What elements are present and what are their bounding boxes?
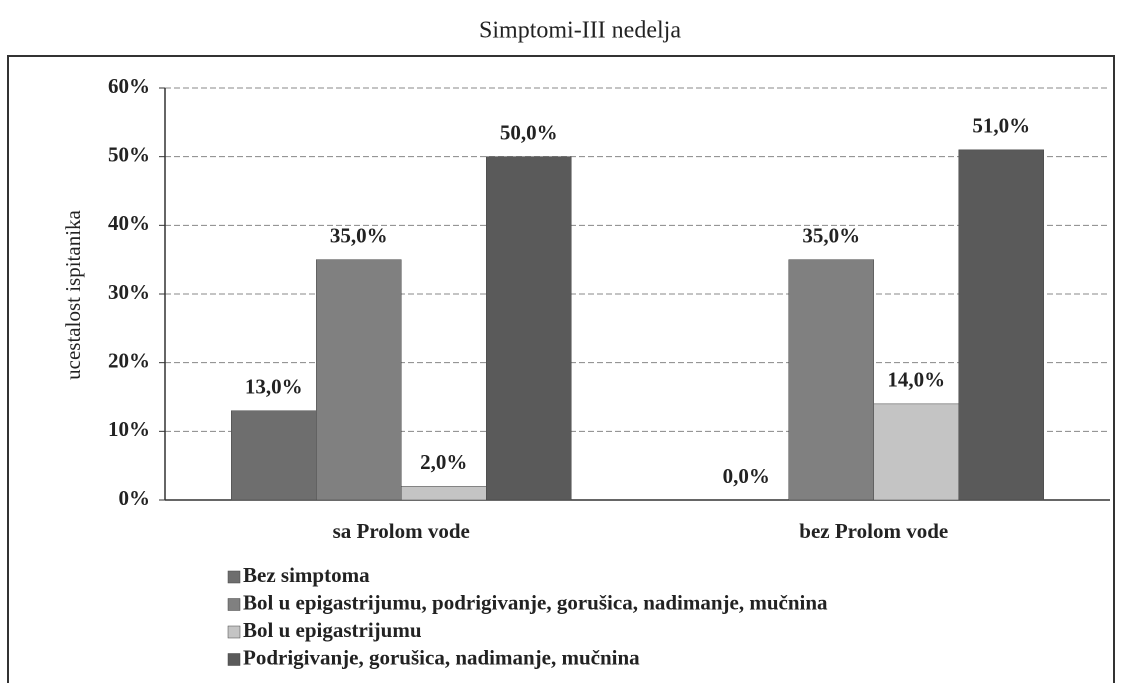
- frame: [7, 55, 1115, 683]
- data-label: 51,0%: [972, 114, 1030, 138]
- bar: [788, 259, 874, 501]
- data-label: 35,0%: [330, 223, 388, 247]
- legend-label: Bol u epigastrijumu: [243, 618, 422, 642]
- data-label: 50,0%: [500, 120, 558, 144]
- bar: [231, 410, 317, 501]
- data-label: 13,0%: [245, 375, 303, 399]
- data-label: 0,0%: [723, 464, 770, 488]
- y-tick-label: 50%: [108, 142, 150, 166]
- data-label: 35,0%: [802, 223, 860, 247]
- y-tick-label: 60%: [108, 74, 150, 98]
- y-tick-label: 10%: [108, 417, 150, 441]
- x-tick-label: bez Prolom vode: [799, 519, 948, 543]
- legend-swatch: [227, 598, 241, 611]
- legend-swatch: [227, 653, 241, 666]
- legend-label: Bez simptoma: [243, 563, 370, 587]
- y-axis-label: ucestalost ispitanika: [61, 209, 85, 379]
- y-tick-label: 30%: [108, 280, 150, 304]
- y-tick-label: 40%: [108, 211, 150, 235]
- data-label: 2,0%: [420, 450, 467, 474]
- bar: [316, 259, 402, 501]
- bar: [873, 403, 959, 501]
- data-label: 14,0%: [887, 368, 945, 392]
- legend-label: Podrigivanje, gorušica, nadimanje, mučni…: [243, 645, 640, 669]
- bar: [486, 156, 572, 501]
- bar: [401, 486, 487, 501]
- legend-swatch: [227, 625, 241, 639]
- y-tick-label: 20%: [108, 348, 150, 372]
- x-tick-label: sa Prolom vode: [333, 519, 470, 543]
- legend-swatch: [227, 570, 241, 584]
- legend-label: Bol u epigastrijumu, podrigivanje, goruš…: [243, 590, 828, 614]
- chart-title: Simptomi-III nedelja: [479, 18, 681, 44]
- y-tick-label: 0%: [119, 486, 151, 510]
- bar: [958, 149, 1044, 501]
